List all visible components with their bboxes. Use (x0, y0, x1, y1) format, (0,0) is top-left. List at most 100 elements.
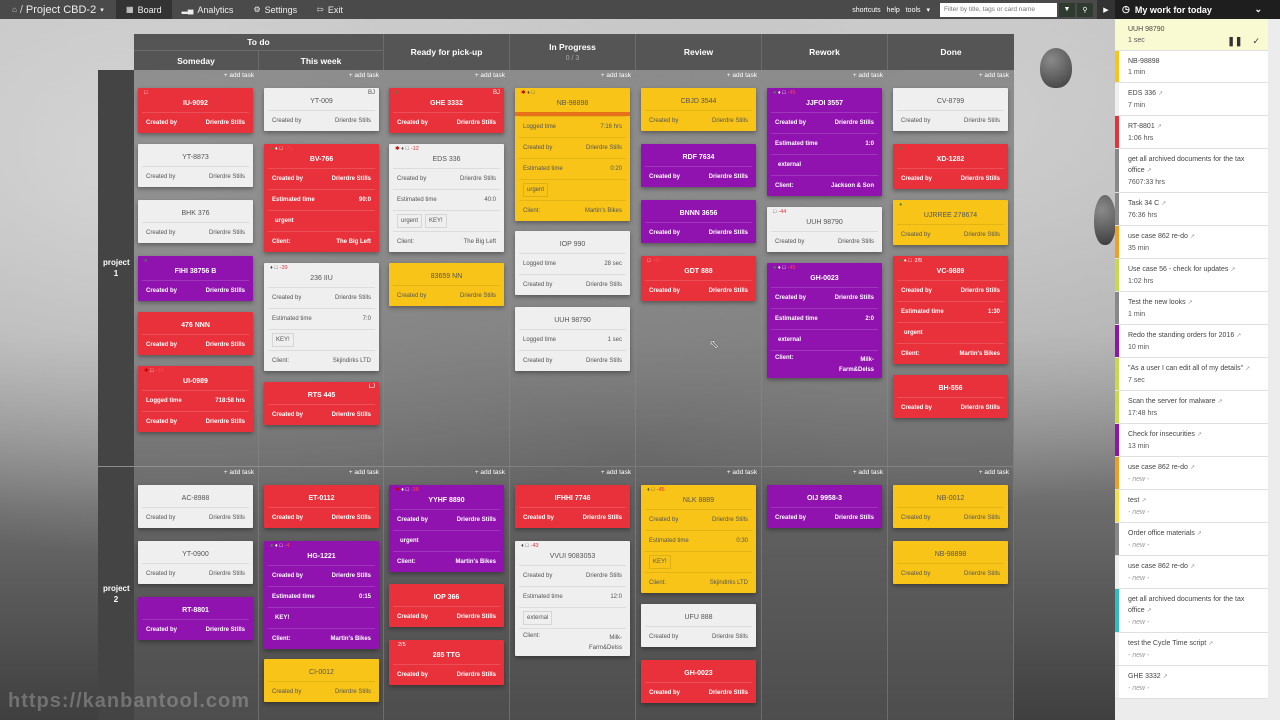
add-task-button[interactable]: + add task (978, 72, 1009, 79)
add-task-button[interactable]: + add task (726, 72, 757, 79)
task-card[interactable]: □ -44 UUH 98790 Created by Drierdre Stills (767, 207, 882, 252)
add-task-button[interactable]: + add task (223, 469, 254, 476)
task-card[interactable]: ● ♦ □ -4 HG-1221 Created by Drierdre Stills E… (264, 541, 379, 649)
work-item[interactable]: UUH 98790 1 sec ❚❚ ✓ (1115, 19, 1268, 51)
work-item[interactable]: test ↗ - new - (1115, 490, 1268, 523)
work-item-title[interactable]: NB-98898 (1128, 58, 1160, 65)
tag[interactable]: KEY! (649, 555, 671, 569)
task-card[interactable]: IFHHI 7746 Created by Drierdre Stills (515, 485, 630, 528)
nav-settings[interactable]: ⚙ Settings (243, 0, 307, 19)
tag[interactable]: KEY! (275, 615, 290, 621)
project-selector[interactable]: ⌂ / Project CBD-2 ▾ (0, 0, 116, 19)
work-item-title[interactable]: get all archived documents for the tax o… (1128, 596, 1245, 614)
external-link-icon[interactable]: ↗ (1208, 641, 1214, 647)
task-card[interactable]: BH-556 Created by Drierdre Stills (893, 375, 1008, 418)
tag[interactable]: external (523, 611, 553, 625)
task-card[interactable]: ● XD-1282 Created by Drierdre Stills (893, 144, 1008, 189)
work-item[interactable]: Scan the server for malware ↗ 17:48 hrs (1115, 391, 1268, 424)
task-card[interactable]: YT-8873 Created by Drierdre Stills (138, 144, 253, 187)
task-card[interactable]: ET-0112 Created by Drierdre Stills (264, 485, 379, 528)
nav-exit[interactable]: ⇰ Exit (307, 0, 353, 19)
external-link-icon[interactable]: ↗ (1189, 465, 1195, 471)
task-card[interactable]: ✱ ♦ □ -38 YYHF 8890 Created by Drierdre Stil… (389, 485, 504, 572)
work-item[interactable]: Use case 56 - check for updates ↗ 1:02 hrs (1115, 259, 1268, 292)
tag[interactable]: urgent (904, 330, 923, 336)
external-link-icon[interactable]: ↗ (1162, 674, 1168, 680)
task-card[interactable]: ● ♦ □ -71 BV-766 Created by Drierdre Stills E… (264, 144, 379, 252)
work-item-title[interactable]: use case 862 re-do (1128, 563, 1188, 570)
task-card[interactable]: □ -45 GDT 888 Created by Drierdre Stills (641, 256, 756, 301)
task-card[interactable]: LJ RTS 445 Created by Drierdre Stills (264, 382, 379, 425)
filter-button[interactable]: ▼ (1059, 2, 1075, 17)
tag[interactable]: external (778, 337, 802, 343)
work-item-title[interactable]: RT-8801 (1128, 123, 1155, 130)
panel-header[interactable]: ◷ My work for today ⌄ (1115, 0, 1280, 19)
work-item-title[interactable]: use case 862 re-do (1128, 464, 1188, 471)
tag[interactable]: external (778, 162, 802, 168)
task-card[interactable]: CBJD 3544 Created by Drierdre Stills (641, 88, 756, 131)
work-item-title[interactable]: Use case 56 - check for updates (1128, 266, 1229, 273)
task-card[interactable]: NB-0012 Created by Drierdre Stills (893, 485, 1008, 528)
task-card[interactable]: UFU 888 Created by Drierdre Stills (641, 604, 756, 647)
external-link-icon[interactable]: ↗ (1196, 531, 1202, 537)
external-link-icon[interactable]: ↗ (1236, 333, 1242, 339)
check-icon[interactable]: ✓ (1252, 36, 1260, 46)
work-item-title[interactable]: GHE 3332 (1128, 673, 1161, 680)
search-button[interactable]: ⚲ (1077, 2, 1093, 17)
add-task-button[interactable]: + add task (223, 72, 254, 79)
task-card[interactable]: ♦ □ -43 VVUI 9083053 Created by Drierdre Sti… (515, 541, 630, 656)
work-item[interactable]: GHE 3332 ↗ - new - (1115, 666, 1268, 699)
task-card[interactable]: ✱ ♦ □ -12 EDS 336 Created by Drierdre Stills… (389, 144, 504, 252)
tag[interactable]: KEY! (272, 333, 294, 347)
tag[interactable]: KEY! (425, 214, 447, 228)
work-item[interactable]: "As a user I can edit all of my details"… (1115, 358, 1268, 391)
shortcuts-link[interactable]: shortcuts (852, 6, 881, 14)
work-item[interactable]: use case 862 re-do ↗ 35 min (1115, 226, 1268, 259)
add-task-button[interactable]: + add task (348, 72, 379, 79)
work-item[interactable]: RT-8801 ↗ 1:06 hrs (1115, 116, 1268, 149)
work-item[interactable]: get all archived documents for the tax o… (1115, 149, 1268, 193)
external-link-icon[interactable]: ↗ (1187, 300, 1193, 306)
work-item[interactable]: Task 34 C ↗ 76:36 hrs (1115, 193, 1268, 226)
task-card[interactable]: ● FIHI 38756 B Created by Drierdre Stills (138, 256, 253, 301)
add-task-button[interactable]: + add task (474, 469, 505, 476)
external-link-icon[interactable]: ↗ (1146, 608, 1152, 614)
task-card[interactable]: ● ♦ □ -45 GH-0023 Created by Drierdre Stills… (767, 263, 882, 378)
task-card[interactable]: ✱ ♦ □ NB-98898 Logged time 7:16 hrs Created … (515, 88, 630, 221)
task-card[interactable]: RDF 7634 Created by Drierdre Stills (641, 144, 756, 187)
task-card[interactable]: BJ YT-009 Created by Drierdre Stills (264, 88, 379, 131)
tag[interactable]: urgent (523, 183, 549, 197)
task-card[interactable]: IOP 990 Logged time 28 sec Created by Drierd… (515, 231, 630, 295)
task-card[interactable]: OIJ 9958-3 Created by Drierdre Stills (767, 485, 882, 528)
task-card[interactable]: CV-8799 Created by Drierdre Stills (893, 88, 1008, 131)
add-task-button[interactable]: + add task (852, 72, 883, 79)
work-item-title[interactable]: UUH 98790 (1128, 26, 1165, 33)
external-link-icon[interactable]: ↗ (1189, 564, 1195, 570)
home-icon[interactable]: ⌂ (12, 5, 17, 14)
work-item-title[interactable]: test (1128, 497, 1140, 504)
task-card[interactable]: ✱ □ -44 UI-0989 Logged time 718:58 hrs Create… (138, 366, 253, 432)
nav-analytics[interactable]: ▂▄ Analytics (172, 0, 244, 19)
external-link-icon[interactable]: ↗ (1217, 399, 1223, 405)
tag[interactable]: urgent (397, 214, 423, 228)
add-task-button[interactable]: + add task (348, 469, 379, 476)
task-card[interactable]: ♦ □ -45 NLK 8889 Created by Drierdre Stills E… (641, 485, 756, 593)
task-card[interactable]: NB-98898 Created by Drierdre Stills (893, 541, 1008, 584)
external-link-icon[interactable]: ↗ (1141, 498, 1147, 504)
external-link-icon[interactable]: ↗ (1156, 124, 1162, 130)
task-card[interactable]: RT-8801 Created by Drierdre Stills (138, 597, 253, 640)
task-card[interactable]: IOP 366 Created by Drierdre Stills (389, 584, 504, 627)
work-item[interactable]: Test the new looks ↗ 1 min (1115, 292, 1268, 325)
task-card[interactable]: ♦ □ -39 236 IIU Created by Drierdre Stills Es… (264, 263, 379, 371)
add-task-button[interactable]: + add task (600, 72, 631, 79)
work-item-title[interactable]: "As a user I can edit all of my details" (1128, 365, 1244, 372)
external-link-icon[interactable]: ↗ (1161, 201, 1167, 207)
external-link-icon[interactable]: ↗ (1230, 267, 1236, 273)
tag[interactable]: urgent (275, 218, 294, 224)
work-item[interactable]: test the Cycle Time script ↗ - new - (1115, 633, 1268, 666)
external-link-icon[interactable]: ↗ (1245, 366, 1251, 372)
add-task-button[interactable]: + add task (978, 469, 1009, 476)
tools-menu[interactable]: tools ▾ (906, 7, 934, 14)
task-card[interactable]: AC-8988 Created by Drierdre Stills (138, 485, 253, 528)
tag[interactable]: urgent (400, 538, 419, 544)
